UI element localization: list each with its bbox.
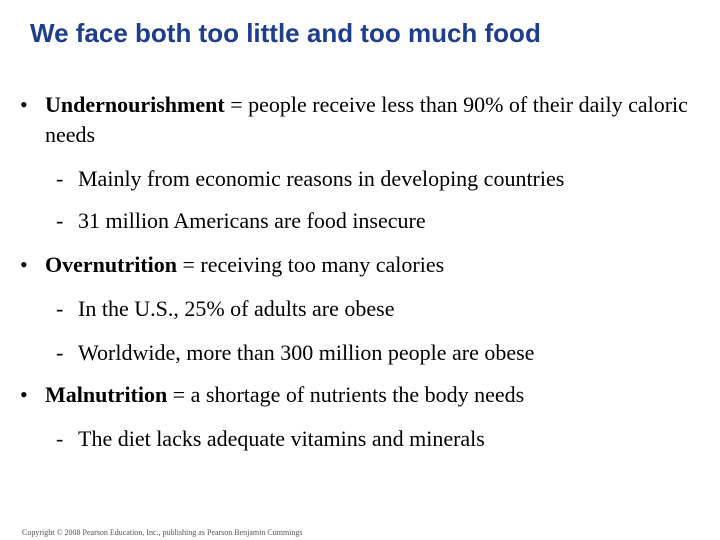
sub-item: - Mainly from economic reasons in develop… (56, 164, 564, 194)
definition-undernourishment: = people receive less than 90% of their … (45, 92, 688, 147)
bullet-overnutrition: • Overnutrition = receiving too many cal… (20, 250, 690, 280)
sub-item-text: 31 million Americans are food insecure (78, 208, 426, 233)
definition-overnutrition: = receiving too many calories (177, 252, 445, 277)
bullet-marker: • (20, 252, 28, 277)
dash-marker: - (56, 208, 64, 233)
bullet-undernourishment: • Undernourishment = people receive less… (20, 90, 690, 150)
sub-item-text: Worldwide, more than 300 million people … (78, 340, 535, 365)
sub-item-text: In the U.S., 25% of adults are obese (78, 296, 395, 321)
sub-item-text: The diet lacks adequate vitamins and min… (78, 426, 485, 451)
dash-marker: - (56, 166, 64, 191)
sub-item: -31 million Americans are food insecure (56, 206, 426, 236)
dash-marker: - (56, 296, 64, 321)
copyright-footer: Copyright © 2008 Pearson Education, Inc.… (22, 528, 303, 537)
sub-item-text: Mainly from economic reasons in developi… (78, 166, 565, 191)
slide-title: We face both too little and too much foo… (30, 18, 541, 48)
sub-item: - In the U.S., 25% of adults are obese (56, 294, 394, 324)
sub-item: - Worldwide, more than 300 million people… (56, 338, 534, 368)
term-malnutrition: Malnutrition (45, 382, 168, 407)
bullet-marker: • (20, 92, 28, 117)
definition-malnutrition: = a shortage of nutrients the body needs (167, 382, 525, 407)
bullet-marker: • (20, 382, 28, 407)
dash-marker: - (56, 426, 64, 451)
term-undernourishment: Undernourishment (45, 92, 225, 117)
dash-marker: - (56, 340, 64, 365)
sub-item: - The diet lacks adequate vitamins and mi… (56, 424, 485, 454)
bullet-malnutrition: • Malnutrition = a shortage of nutrients… (20, 380, 690, 410)
term-overnutrition: Overnutrition (45, 252, 177, 277)
